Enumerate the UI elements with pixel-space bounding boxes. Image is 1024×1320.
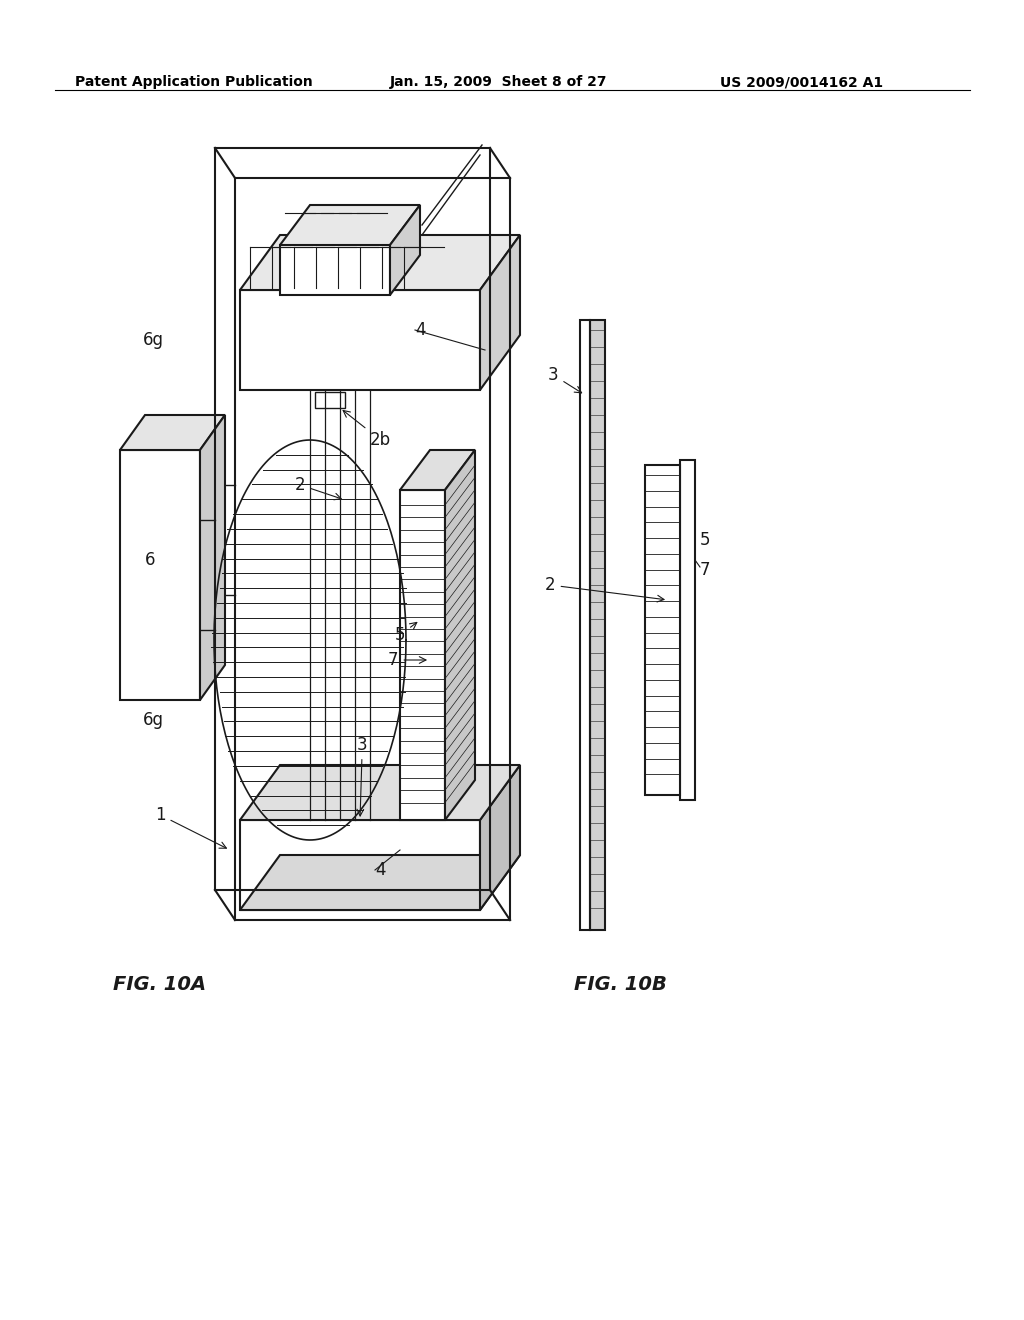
Polygon shape: [390, 205, 420, 294]
Text: 4: 4: [415, 321, 426, 339]
Polygon shape: [240, 855, 520, 909]
Polygon shape: [240, 820, 480, 909]
Bar: [315, 392, 345, 408]
Text: 1: 1: [155, 807, 226, 849]
Text: 2b: 2b: [343, 411, 391, 449]
Polygon shape: [200, 414, 225, 700]
Text: 7: 7: [700, 561, 711, 579]
Text: 5: 5: [395, 623, 417, 644]
Text: 7: 7: [388, 651, 426, 669]
Text: FIG. 10B: FIG. 10B: [573, 975, 667, 994]
Text: 3: 3: [357, 737, 368, 816]
Polygon shape: [240, 766, 520, 820]
Polygon shape: [280, 246, 390, 294]
Polygon shape: [400, 490, 445, 820]
Text: 2: 2: [545, 576, 664, 602]
Polygon shape: [240, 290, 480, 389]
Text: 2: 2: [295, 477, 341, 500]
Text: 6g: 6g: [143, 711, 164, 729]
Polygon shape: [680, 459, 695, 800]
Polygon shape: [240, 235, 520, 290]
Text: US 2009/0014162 A1: US 2009/0014162 A1: [720, 75, 883, 88]
Text: Jan. 15, 2009  Sheet 8 of 27: Jan. 15, 2009 Sheet 8 of 27: [390, 75, 607, 88]
Polygon shape: [480, 235, 520, 389]
Text: FIG. 10A: FIG. 10A: [114, 975, 207, 994]
Polygon shape: [480, 766, 520, 909]
Polygon shape: [280, 205, 420, 246]
Polygon shape: [400, 450, 475, 490]
Polygon shape: [120, 414, 225, 450]
Text: Patent Application Publication: Patent Application Publication: [75, 75, 312, 88]
Text: 5: 5: [700, 531, 711, 549]
Polygon shape: [445, 450, 475, 820]
Polygon shape: [590, 319, 605, 931]
Text: 6: 6: [145, 550, 156, 569]
Text: 6g: 6g: [143, 331, 164, 348]
Text: 3: 3: [548, 366, 582, 393]
Polygon shape: [120, 450, 200, 700]
Polygon shape: [645, 465, 680, 795]
Text: 4: 4: [375, 861, 385, 879]
